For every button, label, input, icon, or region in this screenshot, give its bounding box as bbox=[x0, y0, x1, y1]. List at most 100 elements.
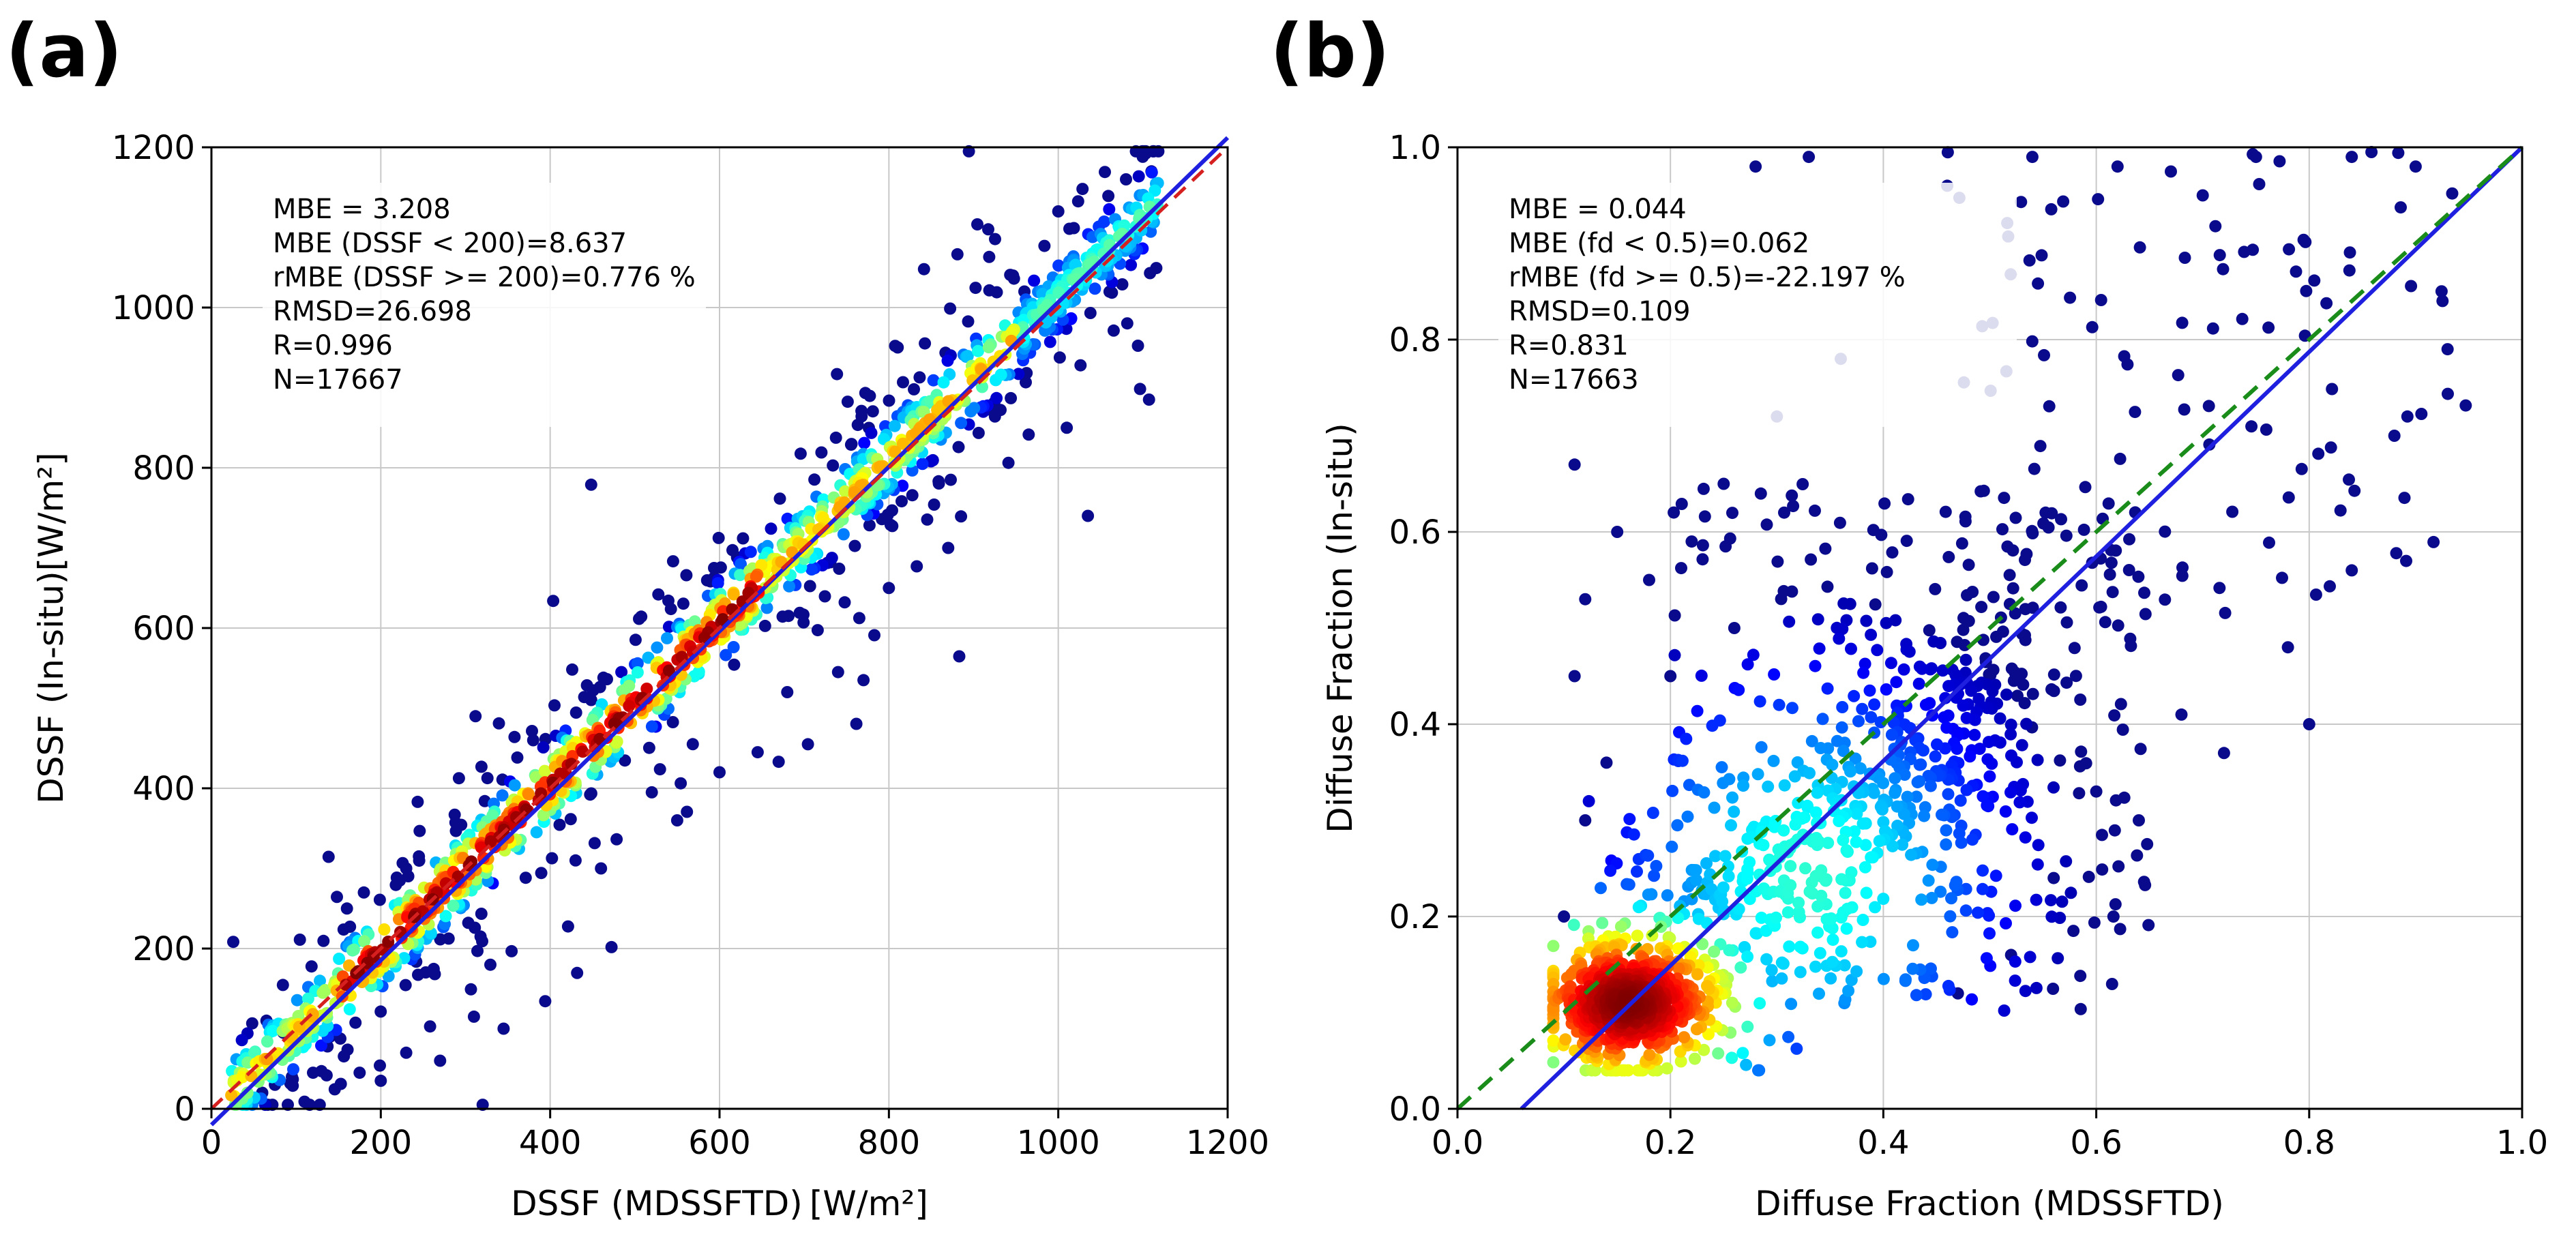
scatter-point bbox=[1579, 814, 1592, 826]
scatter-point bbox=[1981, 753, 1994, 766]
scatter-point bbox=[1959, 653, 1972, 666]
scatter-point bbox=[2009, 511, 2022, 524]
scatter-point bbox=[2005, 749, 2017, 762]
scatter-point bbox=[1568, 458, 1581, 471]
scatter-point bbox=[945, 473, 957, 486]
stat-line: MBE (DSSF < 200)=8.637 bbox=[273, 228, 627, 259]
scatter-point bbox=[287, 1063, 299, 1076]
scatter-point bbox=[2320, 297, 2333, 310]
scatter-point bbox=[1588, 1064, 1601, 1077]
scatter-point bbox=[990, 391, 1003, 404]
scatter-point bbox=[2105, 978, 2118, 990]
scatter-point bbox=[2000, 917, 2012, 929]
scatter-point bbox=[972, 344, 984, 357]
scatter-point bbox=[522, 788, 535, 801]
scatter-point bbox=[1966, 833, 1979, 846]
scatter-point bbox=[1867, 786, 1880, 799]
scatter-point bbox=[508, 730, 521, 743]
scatter-point bbox=[2253, 178, 2266, 190]
scatter-point bbox=[2054, 754, 2067, 767]
scatter-point bbox=[2108, 824, 2121, 837]
scatter-point bbox=[530, 826, 543, 839]
scatter-point bbox=[1715, 761, 1728, 774]
scatter-point bbox=[1809, 504, 1821, 517]
scatter-point bbox=[1783, 940, 1796, 953]
scatter-point bbox=[1994, 712, 2007, 725]
scatter-point bbox=[653, 763, 666, 776]
scatter-point bbox=[373, 893, 386, 906]
scatter-point bbox=[1675, 562, 1687, 575]
scatter-point bbox=[1020, 376, 1032, 389]
y-tick-label: 800 bbox=[132, 449, 195, 488]
regression-line bbox=[209, 136, 1230, 1127]
scatter-point bbox=[1856, 817, 1869, 830]
scatter-point bbox=[1942, 979, 1955, 992]
scatter-point bbox=[2299, 235, 2312, 248]
scatter-point bbox=[2068, 642, 2081, 655]
scatter-point bbox=[1103, 203, 1116, 215]
scatter-point bbox=[944, 302, 957, 315]
scatter-point bbox=[1811, 786, 1824, 799]
scatter-point bbox=[347, 943, 360, 956]
scatter-point bbox=[2054, 601, 2067, 614]
scatter-point bbox=[1816, 713, 1829, 726]
scatter-point bbox=[554, 767, 567, 780]
scatter-point bbox=[569, 706, 582, 719]
scatter-point bbox=[2400, 554, 2412, 567]
scatter-point bbox=[1929, 750, 1942, 763]
scatter-point bbox=[1717, 881, 1730, 894]
scatter-point bbox=[897, 376, 909, 389]
scatter-point bbox=[1643, 1048, 1656, 1061]
scatter-point bbox=[1891, 800, 1904, 813]
scatter-point bbox=[2007, 582, 2019, 595]
scatter-point bbox=[1875, 528, 1888, 541]
scatter-point bbox=[547, 595, 560, 608]
scatter-point bbox=[1767, 754, 1780, 767]
scatter-point bbox=[374, 1059, 386, 1072]
scatter-point bbox=[1833, 516, 1846, 529]
scatter-point bbox=[569, 854, 582, 867]
scatter-point bbox=[1977, 864, 1989, 877]
scatter-point bbox=[837, 528, 850, 541]
x-tick-label: 800 bbox=[858, 1124, 921, 1162]
scatter-point bbox=[2032, 839, 2045, 852]
scatter-point bbox=[1784, 879, 1797, 892]
scatter-point bbox=[2390, 547, 2403, 560]
scatter-point bbox=[1835, 873, 1848, 886]
scatter-point bbox=[305, 960, 318, 973]
scatter-point bbox=[2141, 837, 2154, 850]
scatter-point bbox=[1964, 750, 1977, 763]
scatter-point bbox=[2247, 148, 2260, 161]
scatter-point bbox=[1132, 170, 1145, 183]
scatter-point bbox=[1803, 151, 1816, 164]
scatter-point bbox=[1898, 718, 1911, 731]
scatter-point bbox=[1642, 888, 1655, 901]
scatter-point bbox=[968, 402, 981, 415]
scatter-point bbox=[1792, 906, 1805, 919]
scatter-point bbox=[1071, 195, 1084, 208]
x-tick-label: 600 bbox=[688, 1124, 751, 1162]
scatter-point bbox=[663, 664, 675, 677]
scatter-point bbox=[1906, 962, 1919, 975]
scatter-point bbox=[863, 389, 876, 402]
scatter-point bbox=[338, 1050, 351, 1063]
scatter-point bbox=[588, 837, 601, 850]
scatter-point bbox=[750, 570, 763, 583]
scatter-point bbox=[374, 1005, 387, 1018]
scatter-point bbox=[961, 350, 974, 363]
scatter-point bbox=[2343, 264, 2356, 277]
scatter-point bbox=[2007, 544, 2019, 557]
scatter-point bbox=[2092, 193, 2105, 206]
scatter-point bbox=[584, 787, 597, 800]
scatter-point bbox=[484, 835, 497, 848]
scatter-point bbox=[1826, 758, 1839, 771]
scatter-point bbox=[1884, 657, 1897, 670]
scatter-point bbox=[561, 920, 574, 933]
scatter-point bbox=[911, 560, 923, 573]
scatter-point bbox=[2074, 694, 2087, 706]
scatter-point bbox=[1708, 945, 1721, 958]
scatter-point bbox=[883, 394, 895, 407]
scatter-point bbox=[2283, 243, 2296, 256]
scatter-point bbox=[1824, 972, 1837, 985]
scatter-point bbox=[340, 979, 353, 992]
